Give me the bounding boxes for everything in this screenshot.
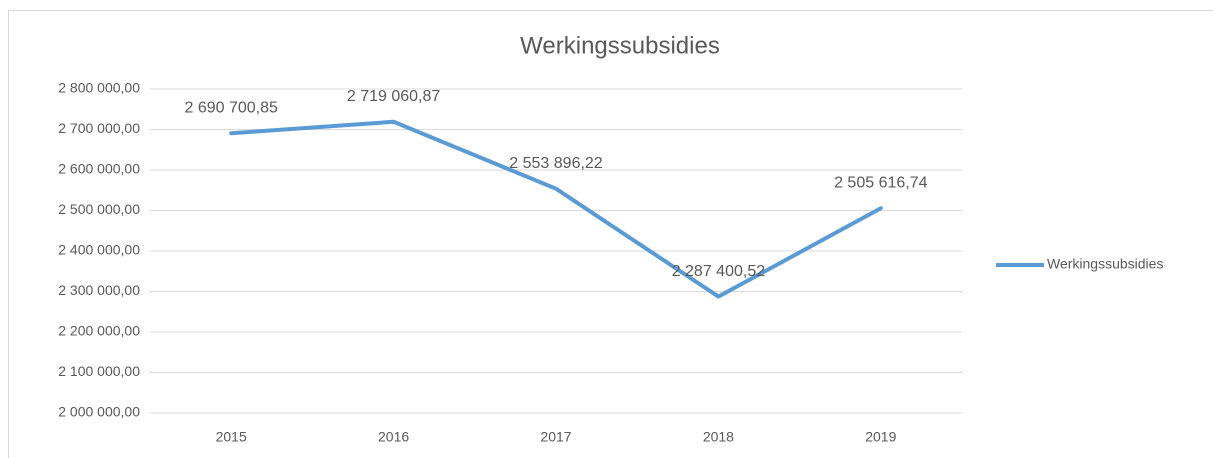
x-tick-label: 2018 [703,429,734,445]
y-tick-label: 2 700 000,00 [58,120,140,136]
x-tick-label: 2015 [216,429,247,445]
data-label: 2 719 060,87 [347,88,441,105]
data-line [229,119,883,299]
x-tick-label: 2019 [865,429,896,445]
y-tick-label: 2 400 000,00 [58,242,140,258]
y-tick-label: 2 200 000,00 [58,323,140,339]
data-label: 2 690 700,85 [184,99,278,116]
y-tick-label: 2 100 000,00 [58,363,140,379]
data-label: 2 505 616,74 [834,174,928,191]
y-tick-label: 2 800 000,00 [58,80,140,96]
y-tick-label: 2 300 000,00 [58,282,140,298]
data-label: 2 287 400,52 [672,263,766,280]
y-tick-label: 2 500 000,00 [58,201,140,217]
chart-title: Werkingssubsidies [520,32,720,59]
legend-label: Werkingssubsidies [1047,256,1163,272]
x-tick-label: 2016 [378,429,409,445]
data-label: 2 553 896,22 [509,155,603,172]
y-tick-label: 2 000 000,00 [58,404,140,420]
chart-frame [8,10,1213,458]
x-tick-label: 2017 [540,429,571,445]
y-tick-label: 2 600 000,00 [58,161,140,177]
